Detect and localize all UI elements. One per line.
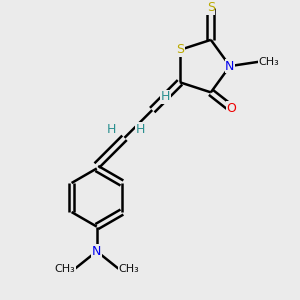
- Text: H: H: [136, 123, 145, 136]
- Text: O: O: [226, 102, 236, 115]
- Text: CH₃: CH₃: [259, 57, 280, 67]
- Text: N: N: [92, 245, 101, 258]
- Text: H: H: [160, 91, 170, 103]
- Text: CH₃: CH₃: [54, 264, 75, 274]
- Text: CH₃: CH₃: [118, 264, 139, 274]
- Text: N: N: [225, 60, 235, 73]
- Text: H: H: [107, 123, 116, 136]
- Text: S: S: [207, 2, 215, 14]
- Text: S: S: [176, 44, 184, 56]
